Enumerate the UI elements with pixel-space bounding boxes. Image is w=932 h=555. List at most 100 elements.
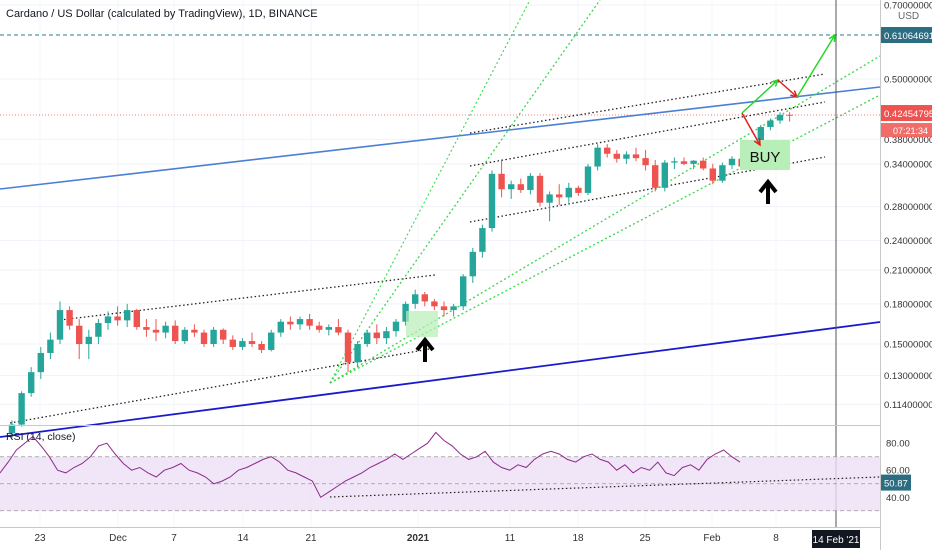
candle bbox=[28, 367, 35, 397]
candle-body bbox=[181, 329, 188, 342]
candle-body bbox=[239, 341, 246, 347]
candle bbox=[8, 420, 16, 438]
candle-body bbox=[325, 327, 332, 330]
candle-body bbox=[316, 325, 323, 330]
candle-body bbox=[652, 165, 659, 188]
candle-body bbox=[268, 332, 275, 350]
rsi-tick-label: 60.00 bbox=[886, 466, 910, 477]
candle-body bbox=[690, 160, 697, 164]
candle bbox=[632, 147, 640, 162]
drawing-tools bbox=[0, 0, 881, 438]
candle bbox=[776, 112, 784, 124]
candle-body bbox=[373, 332, 380, 339]
candle-body bbox=[556, 194, 563, 198]
candle-body bbox=[661, 162, 668, 188]
candle bbox=[47, 332, 54, 360]
candle-body bbox=[469, 251, 476, 277]
trendline-support bbox=[0, 321, 881, 438]
candle-body bbox=[450, 306, 457, 311]
candle-body bbox=[728, 158, 736, 166]
candle bbox=[172, 320, 179, 344]
candle bbox=[124, 303, 131, 328]
candle-body bbox=[767, 120, 774, 128]
candle-body bbox=[517, 184, 524, 190]
candle-body bbox=[210, 329, 217, 344]
candle bbox=[421, 291, 428, 307]
candle-body bbox=[440, 306, 448, 311]
candle bbox=[114, 306, 121, 326]
candle bbox=[412, 289, 419, 309]
candle bbox=[440, 301, 448, 317]
arrow-line bbox=[777, 79, 798, 98]
candle-body bbox=[124, 310, 131, 321]
candle-body bbox=[536, 175, 544, 203]
candle bbox=[287, 316, 294, 330]
price-tick-label: 0.28000000 bbox=[884, 202, 932, 213]
target-price-label-bg bbox=[881, 27, 932, 44]
candle bbox=[258, 341, 265, 353]
rsi-line bbox=[0, 431, 741, 499]
candle bbox=[709, 163, 716, 185]
candle bbox=[575, 185, 582, 196]
arrow-head bbox=[758, 178, 778, 194]
candle-body bbox=[95, 323, 102, 337]
candle-body bbox=[546, 194, 553, 203]
candle-body bbox=[565, 187, 572, 198]
candle-body bbox=[335, 327, 342, 333]
candle bbox=[104, 311, 112, 330]
candle-body bbox=[575, 187, 582, 193]
rsi-tick-label: 80.00 bbox=[886, 439, 910, 450]
candle-body bbox=[143, 327, 150, 330]
candle-body bbox=[719, 165, 726, 181]
candle-body bbox=[191, 329, 198, 333]
candle bbox=[364, 329, 371, 347]
candle-body bbox=[613, 153, 620, 159]
candle bbox=[508, 180, 515, 199]
crosshair-date-bg bbox=[812, 530, 860, 548]
axes: 0.70000000 0.50000000 0.38000000 0.34000000… bbox=[34, 0, 932, 548]
candle bbox=[661, 160, 668, 192]
current-price-label: 0.42454795 bbox=[884, 109, 932, 120]
time-tick-label: 23 bbox=[34, 533, 46, 544]
price-tick-label: 0.13000000 bbox=[884, 371, 932, 382]
candle-body bbox=[680, 161, 688, 164]
time-tick-label: Dec bbox=[109, 533, 127, 544]
candle-body bbox=[392, 321, 400, 332]
price-tick-label: 0.18000000 bbox=[884, 299, 932, 310]
current-price-label-bg bbox=[881, 105, 932, 122]
candle bbox=[671, 157, 678, 170]
candle-body bbox=[18, 393, 25, 425]
channel1-top bbox=[59, 274, 436, 321]
candle-body bbox=[8, 424, 16, 434]
candle-body bbox=[412, 294, 419, 304]
candle bbox=[354, 341, 361, 368]
candle-body bbox=[85, 336, 92, 344]
candle bbox=[786, 112, 793, 122]
candle bbox=[431, 299, 438, 311]
candle bbox=[37, 346, 44, 379]
candle-body bbox=[594, 147, 601, 167]
candle-body bbox=[508, 184, 515, 190]
candle-body bbox=[421, 294, 428, 302]
candle-body bbox=[56, 310, 64, 340]
candle bbox=[66, 306, 73, 330]
target-price-label: 0.61064691 bbox=[884, 31, 932, 42]
candle-body bbox=[162, 325, 169, 333]
candle bbox=[85, 329, 92, 360]
candle bbox=[623, 151, 630, 164]
candle bbox=[556, 184, 563, 206]
time-tick-label: 7 bbox=[171, 533, 177, 544]
fan-line bbox=[329, 55, 881, 384]
rsi-band bbox=[0, 456, 880, 511]
buy-label: BUY bbox=[750, 149, 781, 166]
candle bbox=[306, 313, 313, 330]
candle bbox=[652, 160, 659, 192]
candle bbox=[700, 157, 707, 171]
arrow-head bbox=[828, 33, 836, 43]
price-tick-label: 0.24000000 bbox=[884, 236, 932, 247]
candle-body bbox=[460, 276, 467, 307]
candle bbox=[162, 321, 169, 339]
candle-body bbox=[709, 168, 716, 181]
candle bbox=[56, 301, 64, 344]
